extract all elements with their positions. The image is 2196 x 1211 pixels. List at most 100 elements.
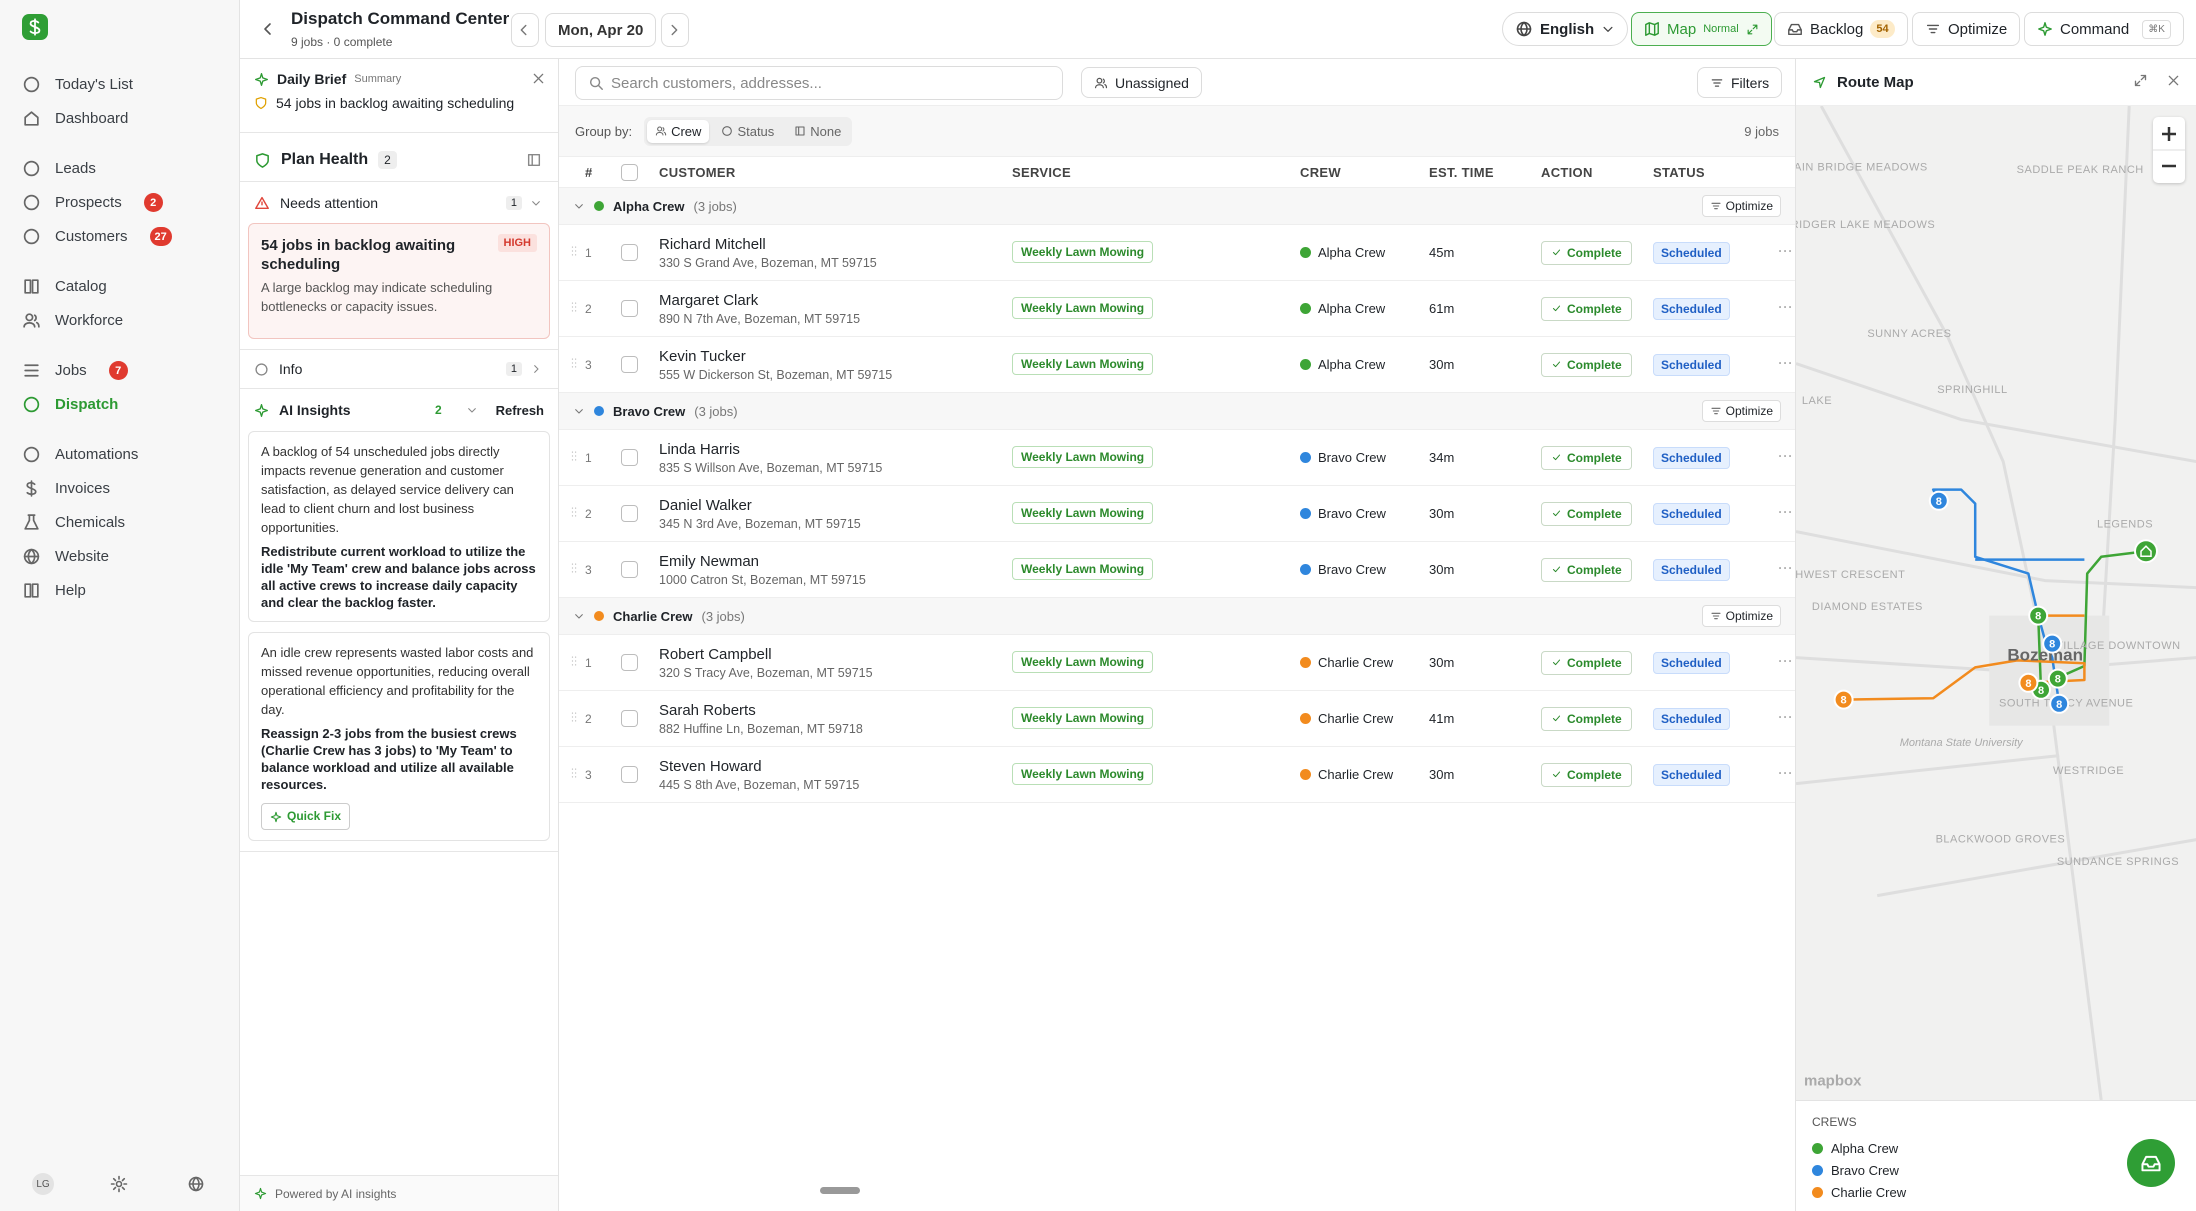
service-tag: Weekly Lawn Mowing xyxy=(1012,297,1153,319)
action-cell: Complete xyxy=(1541,353,1653,377)
row-select[interactable] xyxy=(621,300,638,317)
nav-item[interactable]: Customers27 xyxy=(22,227,172,246)
close-brief[interactable] xyxy=(531,71,546,90)
nav-item[interactable]: Today's List xyxy=(22,75,133,94)
drag-handle[interactable] xyxy=(567,505,585,523)
nav-item[interactable]: Help xyxy=(22,581,86,600)
stop-label: 8 xyxy=(2049,639,2055,651)
checkbox-cell xyxy=(621,654,659,671)
row-menu[interactable] xyxy=(1770,447,1795,469)
complete-button[interactable]: Complete xyxy=(1541,763,1632,787)
complete-button[interactable]: Complete xyxy=(1541,297,1632,321)
icon xyxy=(22,277,41,296)
search-box[interactable]: Search customers, addresses... xyxy=(575,66,1063,100)
group-optimize[interactable]: Optimize xyxy=(1702,605,1781,627)
group-option[interactable]: None xyxy=(786,120,849,143)
chat-button[interactable] xyxy=(2127,1139,2175,1187)
drag-handle[interactable] xyxy=(567,244,585,262)
optimize-button[interactable]: Optimize xyxy=(1912,12,2020,46)
logo xyxy=(22,14,48,40)
nav-item[interactable]: Chemicals xyxy=(22,513,125,532)
nav-item[interactable]: Catalog xyxy=(22,277,107,296)
map-close[interactable] xyxy=(2166,73,2181,92)
filters-button[interactable]: Filters xyxy=(1697,67,1782,98)
map-toggle[interactable]: MapNormal xyxy=(1631,12,1772,46)
row-select[interactable] xyxy=(621,449,638,466)
complete-button[interactable]: Complete xyxy=(1541,558,1632,582)
complete-button[interactable]: Complete xyxy=(1541,241,1632,265)
row-menu[interactable] xyxy=(1770,764,1795,786)
complete-button[interactable]: Complete xyxy=(1541,707,1632,731)
complete-button[interactable]: Complete xyxy=(1541,446,1632,470)
drag-handle[interactable] xyxy=(567,766,585,784)
icon xyxy=(526,152,542,168)
icon xyxy=(531,71,546,86)
command-button[interactable]: Command⌘K xyxy=(2024,12,2184,46)
checkbox-cell xyxy=(621,561,659,578)
row-select[interactable] xyxy=(621,356,638,373)
group-optimize[interactable]: Optimize xyxy=(1702,400,1781,422)
icon xyxy=(1776,503,1794,521)
drag-handle[interactable] xyxy=(567,300,585,318)
nav-item[interactable]: Automations xyxy=(22,445,138,464)
row-select[interactable] xyxy=(621,561,638,578)
legend-title: CREWS xyxy=(1812,1115,2181,1129)
drag-handle[interactable] xyxy=(567,654,585,672)
icon-part xyxy=(469,409,476,412)
icon xyxy=(567,300,581,314)
complete-button[interactable]: Complete xyxy=(1541,353,1632,377)
nav-item[interactable]: Leads xyxy=(22,159,96,178)
backlog-button[interactable]: Backlog54 xyxy=(1774,12,1908,46)
drag-handle[interactable] xyxy=(567,710,585,728)
unassigned-button[interactable]: Unassigned xyxy=(1081,67,1202,98)
quick-fix[interactable]: Quick Fix xyxy=(261,803,350,830)
stop-label: 8 xyxy=(2035,611,2041,623)
icon xyxy=(22,193,41,212)
row-select[interactable] xyxy=(621,244,638,261)
nav-item[interactable]: Website xyxy=(22,547,109,566)
language-button[interactable] xyxy=(187,1175,205,1197)
complete-button[interactable]: Complete xyxy=(1541,502,1632,526)
row-menu[interactable] xyxy=(1770,503,1795,525)
row-menu[interactable] xyxy=(1770,298,1795,320)
nav-item[interactable]: Dispatch xyxy=(22,395,118,414)
date-picker[interactable]: Mon, Apr 20 xyxy=(545,13,656,47)
refresh-button[interactable]: Refresh xyxy=(496,403,544,418)
row-menu[interactable] xyxy=(1770,652,1795,674)
zoom-controls xyxy=(2153,117,2185,183)
prev-day[interactable] xyxy=(511,13,539,47)
row-menu[interactable] xyxy=(1770,559,1795,581)
nav-item[interactable]: Workforce xyxy=(22,311,123,330)
complete-button[interactable]: Complete xyxy=(1541,651,1632,675)
row-menu[interactable] xyxy=(1770,242,1795,264)
nav-item[interactable]: Jobs7 xyxy=(22,361,128,380)
icon-part xyxy=(27,481,35,496)
map-expand[interactable] xyxy=(2133,73,2148,92)
customer-cell: Steven Howard445 S 8th Ave, Bozeman, MT … xyxy=(659,758,1012,792)
legend-label: Bravo Crew xyxy=(1831,1163,1899,1178)
group-optimize[interactable]: Optimize xyxy=(1702,195,1781,217)
row-select[interactable] xyxy=(621,766,638,783)
drag-handle[interactable] xyxy=(567,561,585,579)
drag-handle[interactable] xyxy=(567,356,585,374)
icon xyxy=(259,20,277,38)
select-all[interactable] xyxy=(621,164,638,181)
nav-label: Dashboard xyxy=(55,110,128,127)
language-select[interactable]: English xyxy=(1502,12,1628,46)
row-menu[interactable] xyxy=(1770,708,1795,730)
row-select[interactable] xyxy=(621,505,638,522)
nav-item[interactable]: Invoices xyxy=(22,479,110,498)
row-select[interactable] xyxy=(621,710,638,727)
row-menu[interactable] xyxy=(1770,354,1795,376)
icon xyxy=(1644,21,1660,37)
next-day[interactable] xyxy=(661,13,689,47)
group-optimize-label: Optimize xyxy=(1726,199,1773,213)
drag-handle[interactable] xyxy=(567,449,585,467)
nav-item[interactable]: Prospects2 xyxy=(22,193,163,212)
settings-button[interactable] xyxy=(110,1175,128,1197)
row-select[interactable] xyxy=(621,654,638,671)
nav-item[interactable]: Dashboard xyxy=(22,109,128,128)
back-button[interactable] xyxy=(259,20,277,42)
group-option[interactable]: Crew xyxy=(647,120,709,143)
group-option[interactable]: Status xyxy=(713,120,782,143)
